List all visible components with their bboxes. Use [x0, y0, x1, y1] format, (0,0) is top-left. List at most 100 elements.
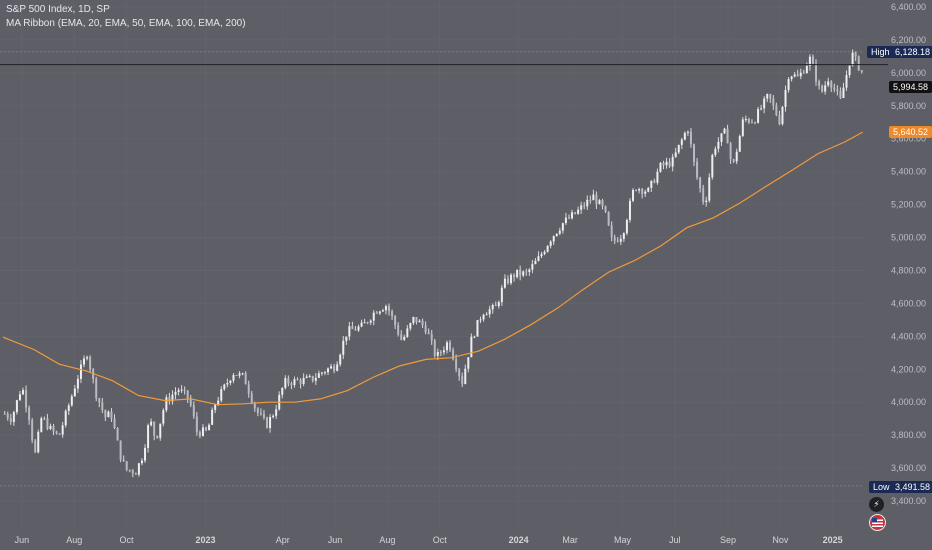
us-flag-icon[interactable] — [869, 514, 886, 531]
high-label: High — [867, 46, 894, 58]
candle-body — [244, 373, 247, 385]
candle-body — [363, 322, 366, 324]
candle-body — [266, 417, 269, 428]
candle-body — [73, 388, 76, 397]
candle-body — [369, 320, 372, 323]
candle-body — [360, 322, 363, 327]
candle-body — [638, 189, 641, 191]
candle-body — [168, 397, 171, 402]
candle-body — [177, 390, 180, 392]
candle-body — [714, 148, 717, 155]
candle-body — [220, 389, 223, 401]
candle-body — [677, 144, 680, 153]
candle-body — [476, 320, 479, 337]
candle-body — [229, 380, 232, 383]
candle-body — [198, 432, 201, 436]
x-tick-label: 2023 — [195, 535, 215, 545]
candle-body — [415, 316, 418, 323]
candle-body — [275, 409, 278, 416]
candle-body — [31, 420, 34, 441]
candle-body — [131, 470, 134, 474]
candle-body — [857, 56, 860, 71]
y-tick-label: 5,600.00 — [891, 134, 926, 144]
candle-body — [320, 372, 323, 374]
lightning-icon[interactable]: ⚡ — [869, 497, 884, 512]
candle-body — [333, 366, 336, 371]
ema-200-line — [2, 131, 863, 406]
candle-body — [665, 161, 668, 166]
high-value-label: 6,128.18 — [891, 46, 932, 58]
candle-body — [305, 376, 308, 378]
candle-body — [699, 177, 702, 189]
symbol-title[interactable]: S&P 500 Index, 1D, SP — [6, 4, 110, 15]
candle-body — [403, 336, 406, 340]
y-tick-label: 3,400.00 — [891, 496, 926, 506]
candle-body — [156, 435, 159, 438]
candle-body — [461, 376, 464, 384]
y-tick-label: 4,400.00 — [891, 331, 926, 341]
candle-body — [802, 72, 805, 74]
candle-body — [824, 85, 827, 92]
candle-body — [201, 427, 204, 436]
candle-body — [171, 394, 174, 402]
x-tick-label: Aug — [379, 535, 395, 545]
candle-body — [281, 387, 284, 395]
candle-body — [778, 115, 781, 125]
candle-body — [464, 368, 467, 384]
candle-body — [668, 161, 671, 167]
candle-body — [805, 66, 808, 74]
candle-body — [159, 423, 162, 438]
candle-body — [394, 316, 397, 326]
candle-body — [140, 460, 143, 464]
candle-body — [79, 364, 82, 379]
candle-body — [744, 118, 747, 120]
candle-body — [711, 154, 714, 178]
candle-body — [269, 416, 272, 428]
indicator-label[interactable]: MA Ribbon (EMA, 20, EMA, 50, EMA, 100, E… — [6, 18, 246, 29]
candle-body — [769, 94, 772, 99]
candle-body — [12, 412, 15, 422]
candle-body — [189, 398, 192, 406]
candle-body — [174, 391, 177, 395]
candle-body — [567, 217, 570, 219]
candle-body — [116, 427, 119, 441]
candle-body — [775, 105, 778, 116]
candle-body — [409, 323, 412, 329]
candle-body — [854, 52, 857, 57]
candle-body — [299, 380, 302, 384]
candle-body — [720, 133, 723, 142]
candle-body — [839, 91, 842, 99]
candle-body — [327, 368, 330, 373]
candle-body — [262, 413, 265, 418]
candle-body — [37, 431, 40, 453]
candle-body — [430, 333, 433, 341]
candle-body — [488, 309, 491, 315]
candle-body — [339, 354, 342, 365]
candle-body — [647, 187, 650, 192]
candle-body — [58, 433, 61, 435]
candle-body — [571, 212, 574, 219]
candle-body — [735, 151, 738, 162]
candle-body — [55, 431, 58, 434]
candle-body — [772, 98, 775, 106]
candle-body — [653, 180, 656, 183]
candle-body — [205, 427, 208, 431]
price-candles — [3, 49, 863, 478]
candle-body — [241, 373, 244, 375]
candle-body — [815, 63, 818, 82]
candle-body — [9, 418, 12, 422]
candle-body — [485, 314, 488, 316]
candle-body — [604, 206, 607, 212]
candle-body — [729, 143, 732, 160]
candle-body — [351, 326, 354, 330]
candle-body — [522, 271, 525, 276]
last-price-label: 5,994.58 — [889, 81, 932, 93]
x-tick-label: Nov — [772, 535, 789, 545]
candle-body — [144, 447, 147, 461]
candle-body — [598, 200, 601, 205]
y-tick-label: 6,400.00 — [891, 2, 926, 12]
candle-body — [49, 425, 52, 429]
candle-body — [671, 156, 674, 167]
candle-body — [830, 81, 833, 88]
